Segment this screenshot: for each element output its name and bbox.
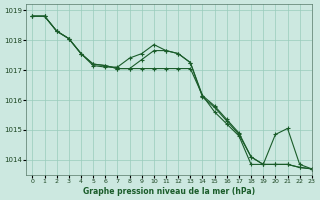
X-axis label: Graphe pression niveau de la mer (hPa): Graphe pression niveau de la mer (hPa) bbox=[83, 187, 255, 196]
